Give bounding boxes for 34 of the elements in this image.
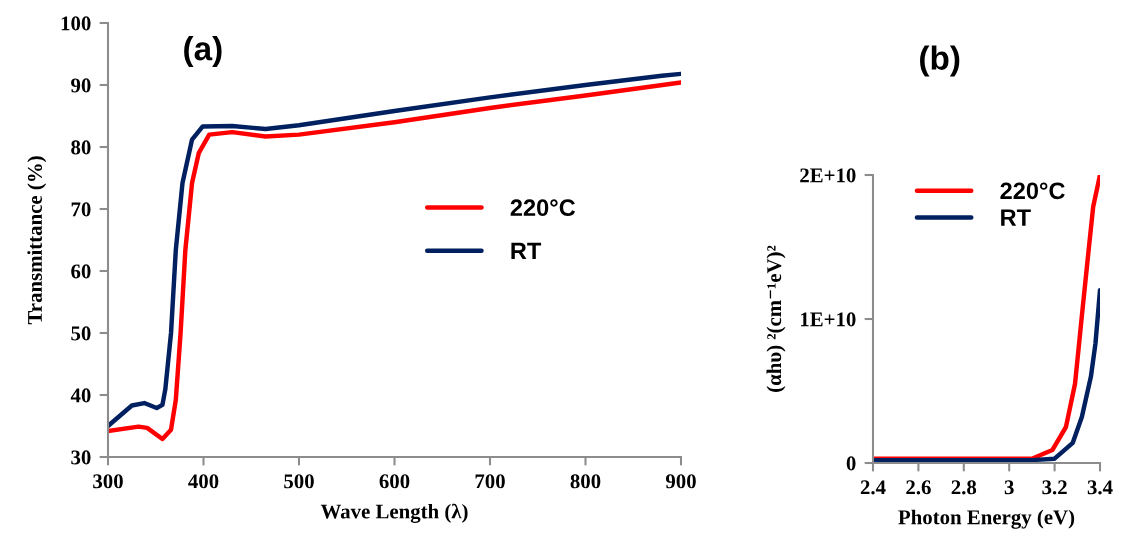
legend-label: 220°C	[510, 199, 576, 217]
y-axis-title: Transmittance (%)	[27, 156, 47, 325]
x-tick-label: 2.6	[906, 480, 931, 495]
x-tick-label: 2.4	[860, 480, 886, 495]
x-tick-label: 400	[188, 474, 219, 489]
legend-label: RT	[511, 242, 542, 260]
legend-label: 220°C	[1000, 182, 1065, 200]
y-tick-label: 90	[71, 78, 91, 93]
x-tick-label: 3.4	[1087, 480, 1113, 495]
x-tick-label: 500	[284, 474, 314, 489]
y-tick-label: 1E+10	[800, 312, 856, 327]
y-tick-label: 40	[70, 388, 91, 403]
y-tick-label: 60	[71, 264, 91, 279]
text: (b)	[920, 45, 960, 77]
y-tick-label: 100	[61, 16, 91, 31]
x-tick-label: 800	[570, 474, 601, 489]
x-tick-label: 600	[379, 474, 410, 489]
y-tick-label: 80	[71, 140, 91, 155]
y-tick-label: 30	[71, 450, 91, 465]
y-axis-title: (αhυ) ²(cm⁻¹eV)²	[766, 245, 786, 392]
x-tick-label: 300	[93, 474, 123, 489]
y-tick-label: 70	[71, 202, 91, 217]
x-axis-title: Wave Length (λ)	[320, 503, 468, 523]
x-tick-label: 2.8	[951, 480, 977, 495]
x-tick-label: 3	[1004, 480, 1014, 495]
x-tick-label: 700	[475, 474, 505, 489]
y-tick-label: 0	[846, 456, 856, 471]
x-axis-title: Photon Energy (eV)	[898, 509, 1075, 529]
x-tick-label: 3.2	[1042, 480, 1067, 495]
y-tick-label: 50	[71, 326, 91, 341]
annotation: (a)	[184, 36, 222, 68]
y-tick-label: 2E+10	[800, 168, 856, 183]
legend-label: RT	[1001, 209, 1031, 226]
x-tick-label: 900	[665, 474, 696, 489]
